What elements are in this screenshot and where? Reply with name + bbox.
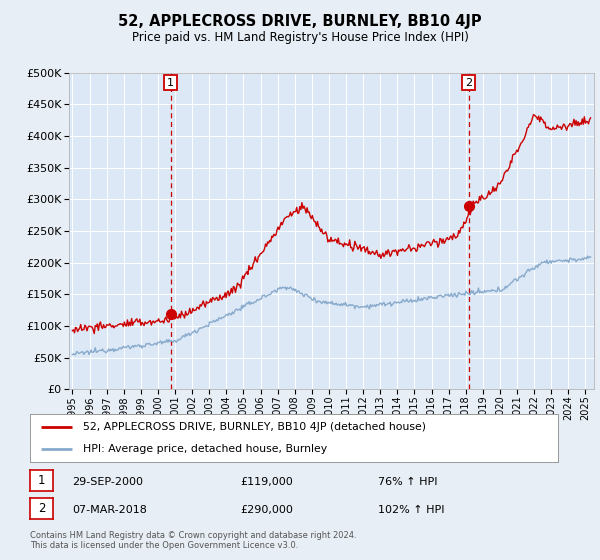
Text: 2: 2 <box>38 502 45 515</box>
Text: 1: 1 <box>167 77 174 87</box>
Text: £290,000: £290,000 <box>240 505 293 515</box>
Text: 76% ↑ HPI: 76% ↑ HPI <box>378 477 437 487</box>
Text: 29-SEP-2000: 29-SEP-2000 <box>72 477 143 487</box>
Text: 07-MAR-2018: 07-MAR-2018 <box>72 505 147 515</box>
Text: 52, APPLECROSS DRIVE, BURNLEY, BB10 4JP (detached house): 52, APPLECROSS DRIVE, BURNLEY, BB10 4JP … <box>83 422 426 432</box>
Text: 52, APPLECROSS DRIVE, BURNLEY, BB10 4JP: 52, APPLECROSS DRIVE, BURNLEY, BB10 4JP <box>118 14 482 29</box>
Text: £119,000: £119,000 <box>240 477 293 487</box>
Text: Price paid vs. HM Land Registry's House Price Index (HPI): Price paid vs. HM Land Registry's House … <box>131 31 469 44</box>
Text: Contains HM Land Registry data © Crown copyright and database right 2024.
This d: Contains HM Land Registry data © Crown c… <box>30 530 356 550</box>
Text: 2: 2 <box>465 77 472 87</box>
Text: 102% ↑ HPI: 102% ↑ HPI <box>378 505 445 515</box>
Text: 1: 1 <box>38 474 45 487</box>
Text: HPI: Average price, detached house, Burnley: HPI: Average price, detached house, Burn… <box>83 444 327 454</box>
